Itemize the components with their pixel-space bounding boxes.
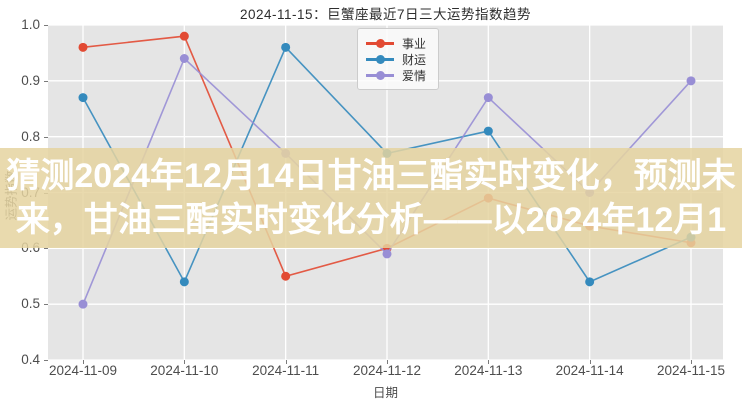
data-point bbox=[78, 299, 88, 309]
legend-label: 事业 bbox=[402, 36, 427, 51]
chart-title: 2024-11-15：巨蟹座最近7日三大运势指数趋势 bbox=[239, 7, 532, 22]
legend-item: 爱情 bbox=[366, 67, 426, 83]
data-point bbox=[382, 249, 392, 259]
data-point bbox=[179, 54, 189, 63]
x-tick-label: 2024-11-10 bbox=[150, 363, 219, 378]
x-tick-label: 2024-11-15 bbox=[656, 363, 726, 378]
legend-dot-icon bbox=[376, 70, 385, 80]
y-tick-mark bbox=[44, 80, 48, 82]
legend-label: 财运 bbox=[402, 52, 427, 67]
data-point bbox=[179, 31, 189, 41]
overlay-text-line2: 来，甘油三酯实时变化分析——以2024年12月1 bbox=[15, 201, 727, 239]
legend: 事业 财运 爱情 bbox=[357, 28, 440, 90]
overlay-text-line1: 猜测2024年12月14日甘油三酯实时变化，预测未 bbox=[6, 157, 736, 195]
data-point bbox=[78, 42, 88, 52]
data-point bbox=[483, 126, 493, 136]
x-tick-mark bbox=[184, 360, 186, 364]
legend-dot-icon bbox=[376, 38, 385, 48]
data-point bbox=[686, 76, 696, 86]
y-tick-mark bbox=[44, 248, 48, 250]
x-axis-label: 日期 bbox=[372, 386, 398, 400]
data-point bbox=[281, 271, 291, 281]
x-tick-label: 2024-11-09 bbox=[48, 363, 118, 378]
x-tick-label: 2024-11-12 bbox=[352, 363, 422, 378]
overlay-banner: 猜测2024年12月14日甘油三酯实时变化，预测未 来，甘油三酯实时变化分析——… bbox=[0, 148, 742, 248]
y-tick-label: 0.5 bbox=[21, 296, 40, 312]
y-tick-label: 0.9 bbox=[21, 72, 40, 88]
legend-line-marker-icon bbox=[366, 54, 394, 64]
y-tick-mark bbox=[44, 136, 48, 138]
data-point bbox=[179, 277, 189, 287]
x-tick-mark bbox=[691, 360, 692, 364]
y-tick-mark bbox=[44, 360, 48, 361]
x-tick-mark bbox=[387, 360, 388, 364]
y-tick-mark bbox=[44, 304, 48, 306]
x-tick-label: 2024-11-13 bbox=[454, 363, 523, 378]
legend-line-marker-icon bbox=[366, 70, 394, 80]
legend-dot-icon bbox=[376, 54, 385, 64]
x-tick-label: 2024-11-11 bbox=[252, 363, 320, 378]
y-tick-label: 0.8 bbox=[21, 128, 40, 144]
legend-item: 事业 bbox=[366, 35, 426, 51]
x-tick-label: 2024-11-14 bbox=[555, 363, 624, 378]
y-tick-label: 0.4 bbox=[21, 352, 40, 367]
legend-line-marker-icon bbox=[366, 38, 394, 48]
legend-item: 财运 bbox=[366, 51, 426, 67]
data-point bbox=[281, 42, 291, 52]
legend-label: 爱情 bbox=[402, 68, 427, 83]
x-tick-mark bbox=[285, 360, 287, 364]
y-tick-label: 1.0 bbox=[21, 17, 40, 32]
data-point bbox=[78, 93, 88, 103]
x-tick-mark bbox=[589, 360, 591, 364]
data-point bbox=[483, 93, 493, 103]
y-tick-mark bbox=[44, 25, 48, 26]
data-point bbox=[585, 277, 595, 287]
x-tick-mark bbox=[488, 360, 490, 364]
x-tick-mark bbox=[83, 360, 84, 364]
